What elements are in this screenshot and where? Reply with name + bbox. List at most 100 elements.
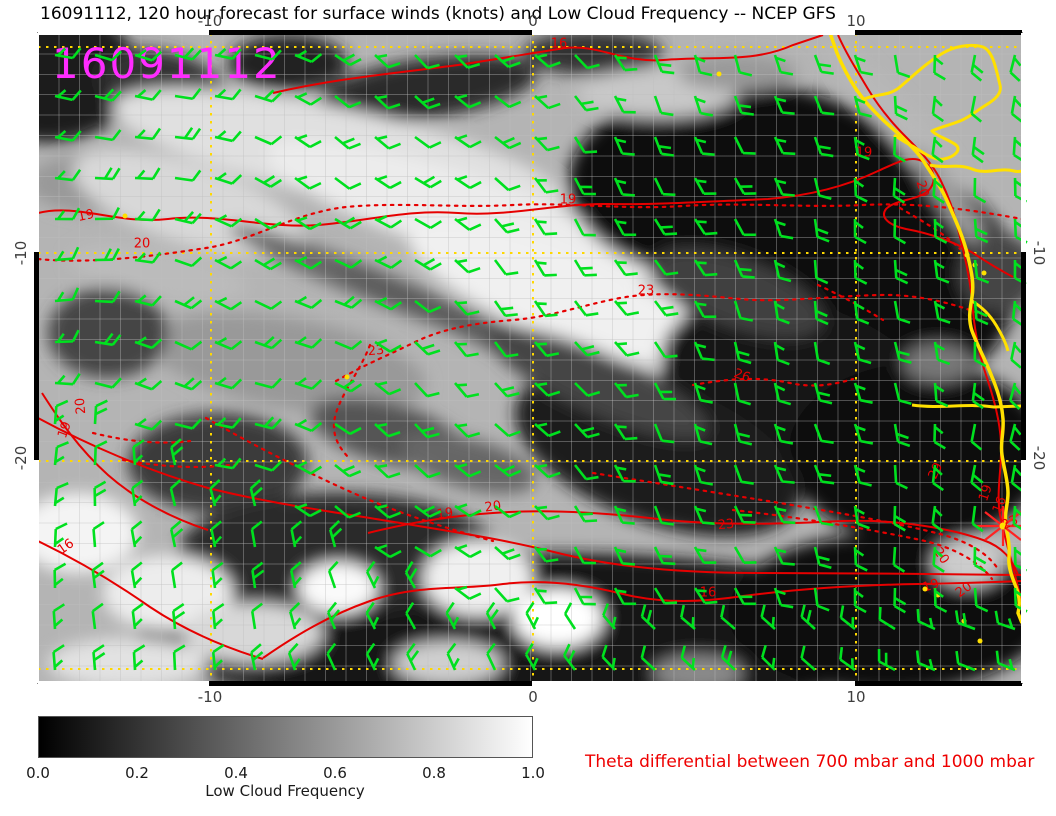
wind-barb [933, 54, 946, 81]
colorbar-tick-label: 0.6 [323, 764, 347, 782]
wind-barb [893, 341, 912, 364]
wind-barb [563, 602, 577, 630]
cloud-frequency-colorbar [38, 716, 533, 758]
wind-barb [254, 460, 283, 472]
wind-barb [414, 299, 442, 314]
wind-barb [915, 650, 936, 672]
wind-barb [813, 136, 834, 158]
wind-barb [813, 95, 835, 116]
wind-barb [289, 561, 302, 589]
wind-barb [91, 602, 104, 630]
wind-barb [454, 544, 482, 559]
forecast-timestamp-overlay: 16091112 [52, 39, 282, 88]
wind-barb [92, 644, 106, 671]
wind-barb [365, 642, 380, 671]
wind-barb [94, 50, 123, 62]
wind-barb [932, 177, 945, 204]
wind-barb [813, 546, 832, 569]
wind-barb [294, 418, 323, 433]
wind-barb [172, 602, 186, 630]
wind-barb [214, 88, 242, 101]
river-south [911, 403, 1022, 409]
wind-barb [334, 295, 363, 309]
wind-barb [174, 418, 202, 430]
wind-barb [453, 341, 479, 358]
wind-barb [813, 259, 829, 285]
wind-barb [326, 642, 337, 671]
wind-barb [494, 546, 521, 561]
plot-title: 16091112, 120 hour forecast for surface … [40, 4, 836, 24]
wind-barb [933, 341, 951, 366]
contour-value-label: 23 [637, 283, 655, 299]
wind-barb [563, 643, 577, 671]
wind-barb [773, 218, 794, 240]
wind-barb [294, 377, 323, 390]
wind-barb [486, 642, 497, 671]
wind-barb [174, 211, 202, 225]
river-north [929, 163, 1022, 173]
wind-barb [54, 329, 80, 344]
wind-barb [653, 423, 675, 444]
wind-barb [573, 259, 597, 277]
wind-barb [485, 601, 499, 630]
wind-barb [328, 519, 343, 548]
axis-tick-label-right: -20 [1030, 445, 1048, 471]
wind-barb [454, 54, 481, 69]
wind-barb [334, 135, 361, 150]
wind-barb [813, 423, 834, 444]
wind-barb [493, 300, 518, 318]
wind-barb [653, 382, 676, 401]
wind-barb [214, 48, 242, 60]
wind-barb [693, 464, 714, 486]
wind-barb [174, 87, 202, 101]
wind-barb [640, 604, 656, 630]
wind-barb [653, 546, 676, 566]
wind-barb [534, 505, 560, 521]
wind-barb [973, 546, 987, 573]
wind-barb [334, 53, 362, 67]
graticule-line-vertical [532, 33, 534, 683]
map-border-band-bottom [38, 681, 1022, 686]
wind-barb [174, 47, 202, 61]
wind-barb [174, 169, 202, 182]
wind-barb [445, 601, 460, 630]
wind-barb [680, 645, 696, 671]
wind-barb [134, 127, 162, 141]
wind-barb [973, 177, 987, 204]
axis-tick-label-left: -10 [12, 240, 30, 266]
wind-barb [454, 175, 482, 190]
city-dot [122, 213, 128, 219]
wind-barb [760, 644, 776, 671]
wind-barb [973, 341, 987, 368]
wind-barb [53, 481, 69, 507]
wind-barb [933, 300, 951, 324]
wind-barb [374, 135, 402, 150]
wind-barb [214, 130, 242, 143]
wind-barb [853, 218, 867, 245]
wind-barb [613, 382, 639, 399]
graticule-line-horizontal [38, 46, 1022, 48]
wind-barb [294, 461, 323, 475]
wind-barb [773, 300, 790, 325]
wind-barb [653, 505, 675, 526]
wind-barb [994, 610, 1016, 631]
wind-barb [209, 479, 222, 507]
wind-barb [813, 505, 834, 527]
wind-barb [613, 136, 635, 156]
wind-barb [414, 175, 442, 189]
wind-barb [210, 520, 223, 548]
wind-barb [931, 95, 945, 123]
wind-barb [53, 562, 67, 589]
wind-barb [853, 259, 868, 285]
wind-barb [454, 258, 481, 274]
wind-barb [288, 602, 302, 630]
wind-barb [254, 377, 282, 389]
wind-barb [134, 89, 162, 101]
wind-barb [93, 440, 108, 466]
wind-barb [932, 546, 945, 573]
wind-barb [1010, 95, 1023, 123]
wind-barb [613, 423, 638, 441]
wind-barb [533, 259, 557, 277]
wind-barb [573, 505, 598, 523]
wind-barb [574, 382, 601, 397]
